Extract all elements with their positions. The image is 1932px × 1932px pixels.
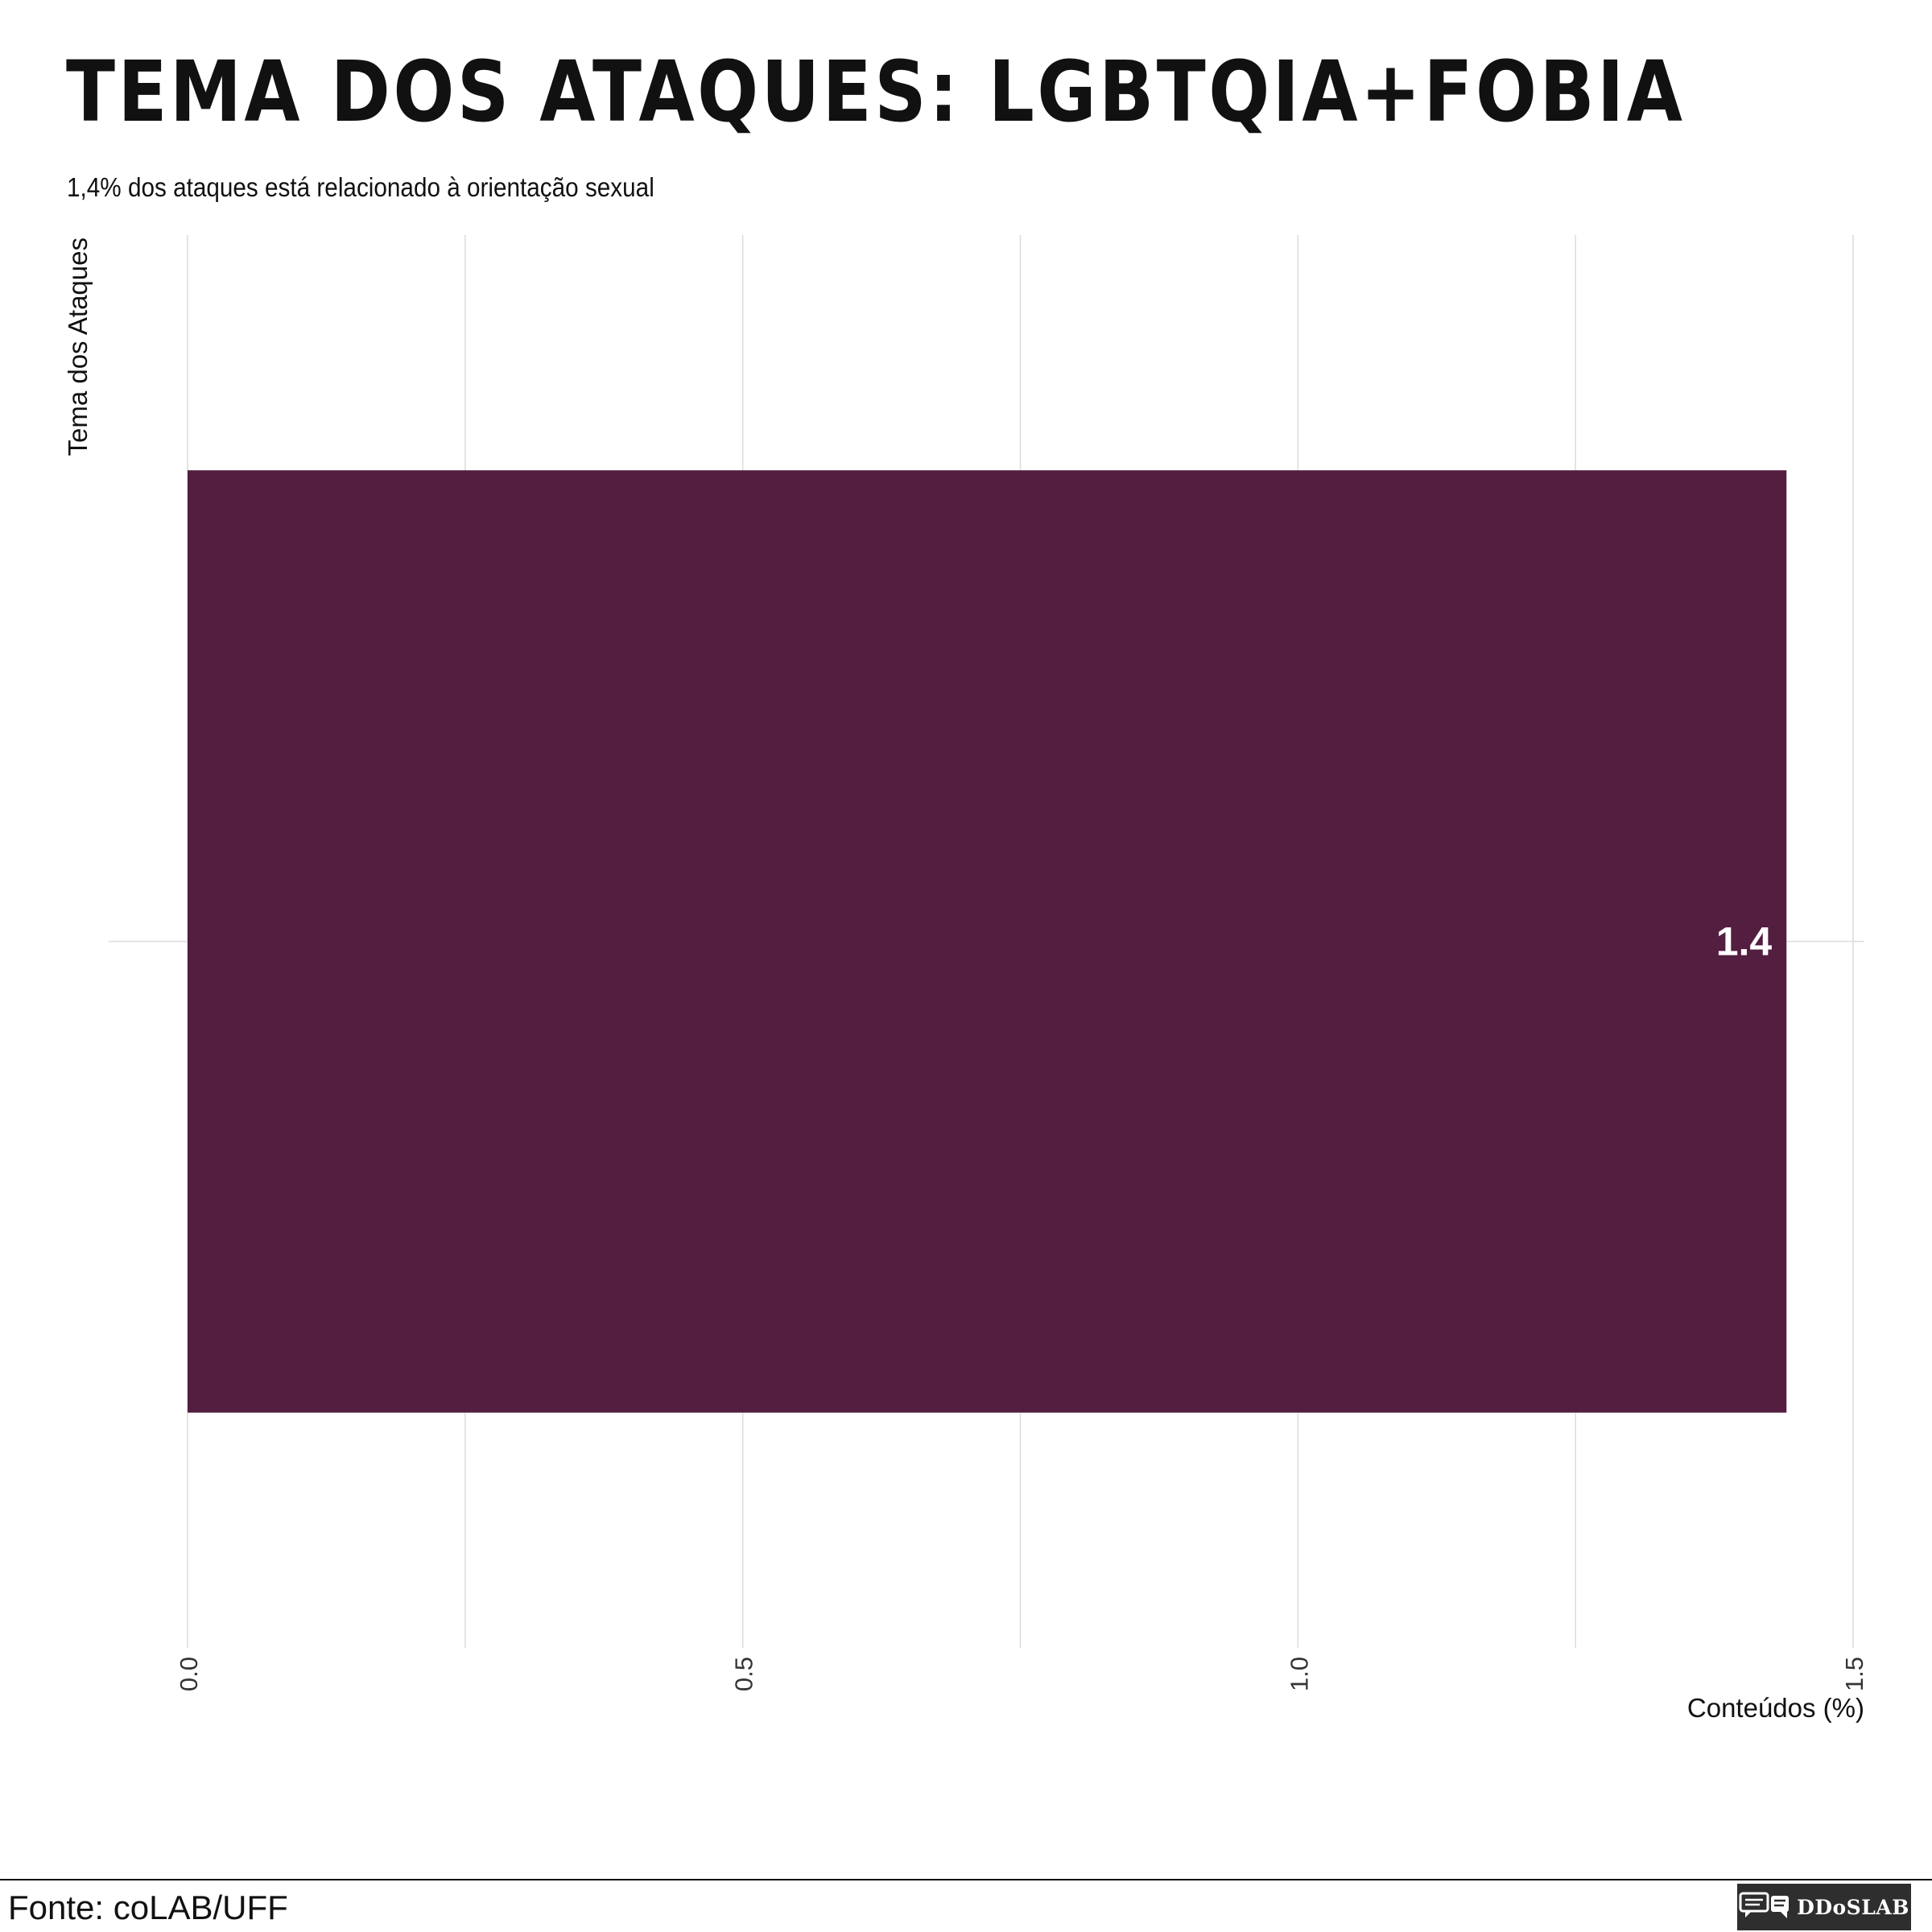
chat-bubbles-icon <box>1739 1892 1790 1918</box>
x-axis-ticks: 0.0 0.5 1.0 1.5 <box>175 1657 1868 1691</box>
brand-name: DDoSLAB <box>1797 1895 1909 1919</box>
bar <box>188 470 1787 1413</box>
bars: 1.4 <box>188 470 1787 1413</box>
y-axis-label: Tema dos Ataques <box>63 237 93 456</box>
x-tick-label: 1.0 <box>1285 1657 1313 1691</box>
bar-value-label: 1.4 <box>1716 919 1773 964</box>
source-note: Fonte: coLAB/UFF <box>8 1889 288 1926</box>
x-axis-label: Conteúdos (%) <box>1687 1693 1864 1723</box>
footer-divider <box>0 1879 1932 1880</box>
x-tick-label: 0.5 <box>730 1657 758 1691</box>
chart-subtitle: 1,4% dos ataques está relacionado à orie… <box>67 172 654 202</box>
x-tick-label: 1.5 <box>1840 1657 1868 1691</box>
bar-chart: 1.4 0.0 0.5 1.0 1.5 Tema dos Ataques Conteú… <box>63 235 1868 1723</box>
chart-title: TEMA DOS ATAQUES: LGBTQIA+FOBIA <box>66 43 1686 141</box>
x-tick-label: 0.0 <box>175 1657 203 1691</box>
brand-logo: DDoSLAB <box>1737 1884 1911 1930</box>
